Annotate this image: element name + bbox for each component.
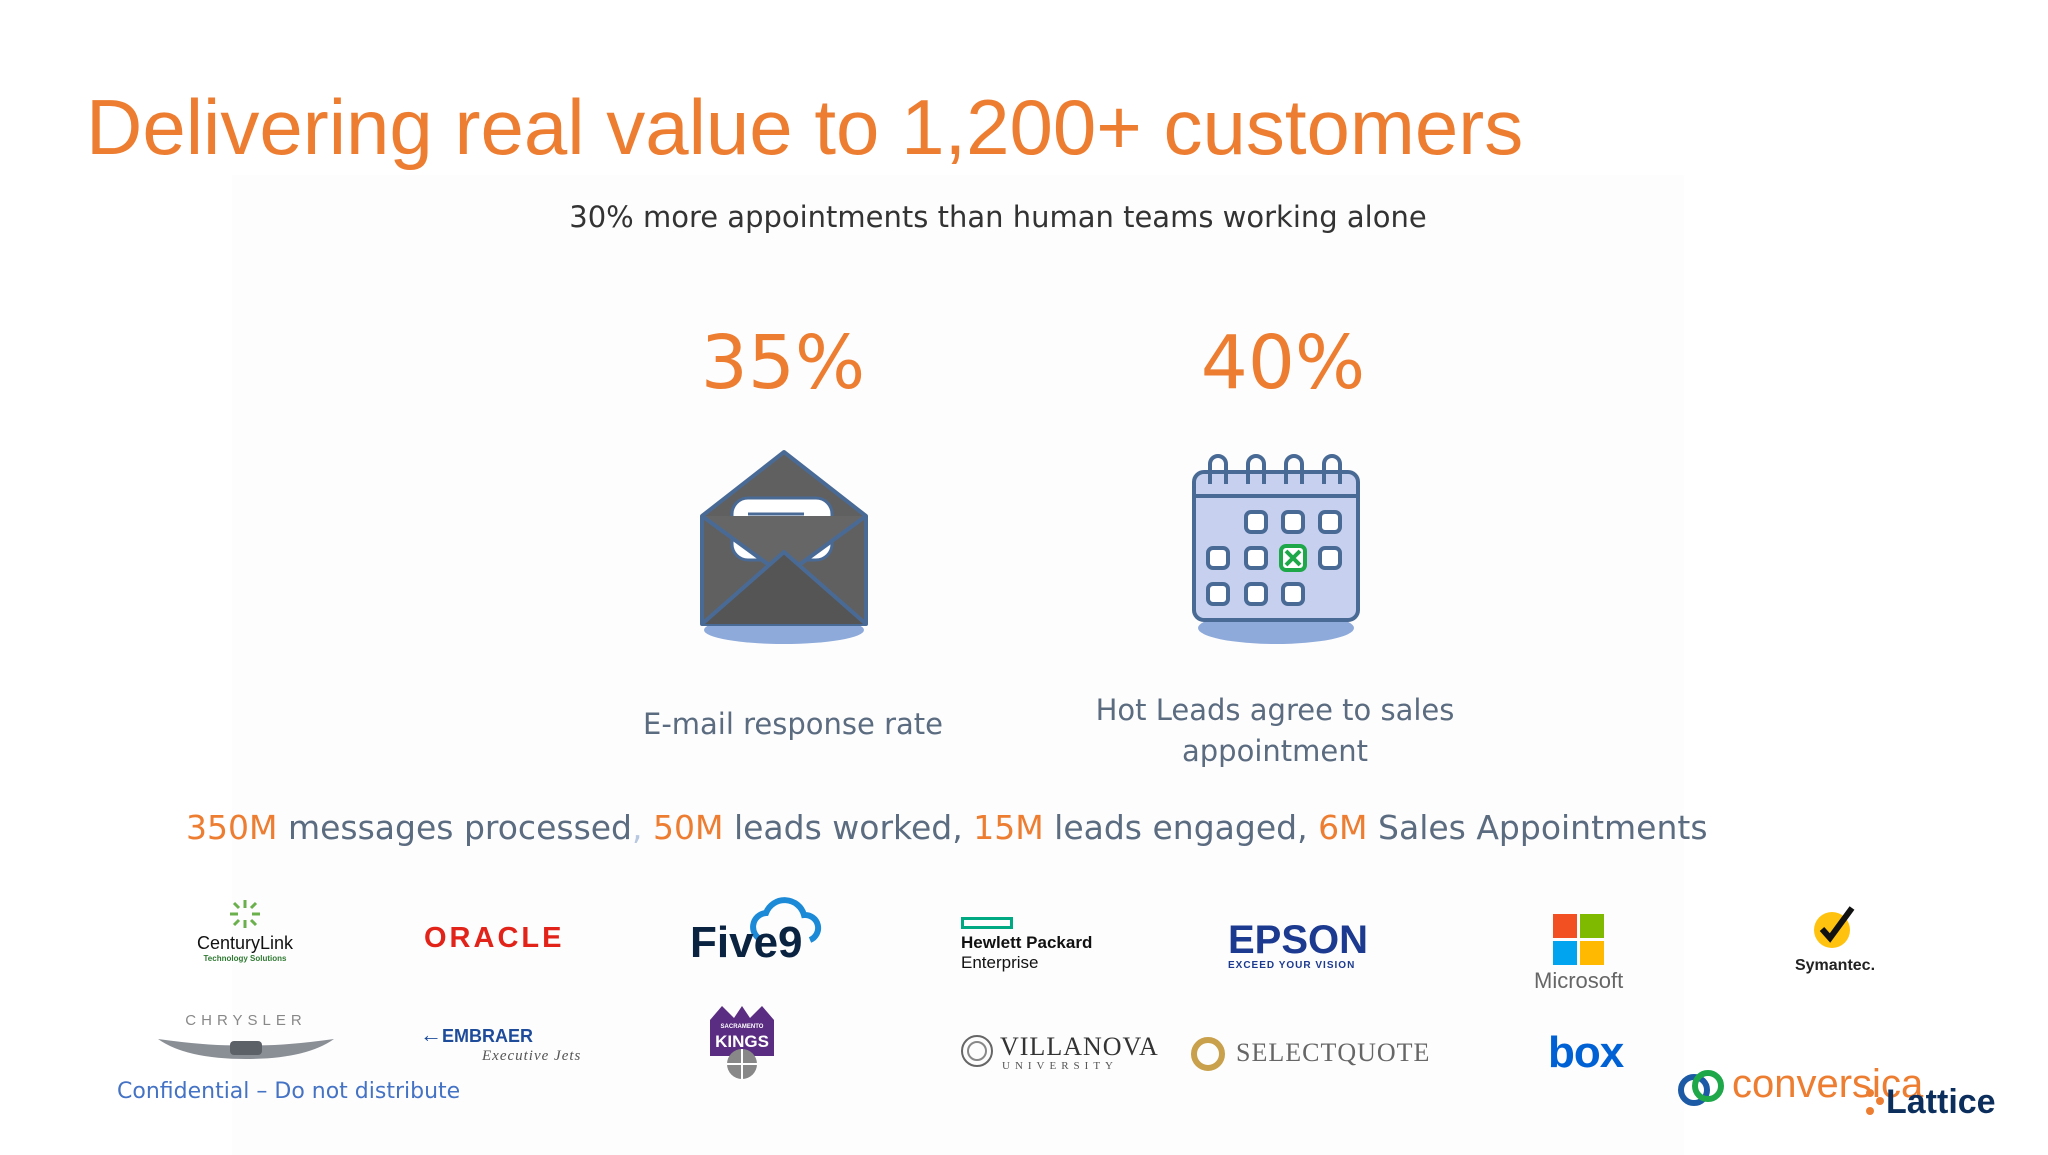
chrysler-wings-icon — [158, 1039, 334, 1059]
symantec-check-icon — [1814, 906, 1855, 948]
logo-box: box — [1548, 1028, 1624, 1077]
kings-crown-icon — [710, 1006, 774, 1079]
logo-chrysler: CHRYSLER — [156, 1012, 336, 1068]
stat-appointment-label: Hot Leads agree to sales appointment — [1095, 693, 1455, 768]
logo-microsoft: Microsoft — [1534, 914, 1623, 994]
conversica-links-icon — [1678, 1070, 1724, 1106]
slide-title: Delivering real value to 1,200+ customer… — [86, 83, 1524, 171]
villanova-seal-icon — [961, 1035, 993, 1067]
logo-centurylink: CenturyLink Technology Solutions — [183, 898, 307, 963]
stat-appointment-value: 40% — [1200, 320, 1366, 406]
logo-sacramento-kings: SACRAMENTO KINGS — [706, 1004, 778, 1080]
embraer-wordmark: ←EMBRAER — [420, 1022, 534, 1047]
centurylink-burst-icon — [230, 900, 260, 928]
logo-embraer: ←EMBRAER Executive Jets — [420, 1022, 582, 1064]
confidential-notice: Confidential – Do not distribute — [117, 1079, 461, 1104]
logo-five9: Five9 — [690, 896, 840, 967]
logo-hpe: Hewlett Packard Enterprise — [961, 917, 1092, 973]
microsoft-windows-icon — [1553, 914, 1605, 965]
embraer-arrow-icon: ← — [420, 1022, 442, 1047]
stat-email-value: 35% — [700, 320, 866, 406]
slide-subtitle: 30% more appointments than human teams w… — [569, 200, 1427, 234]
stat-email-label: E-mail response rate — [643, 707, 943, 741]
logo-symantec: Symantec. — [1780, 902, 1890, 975]
five9-cloud-icon — [750, 897, 822, 943]
calendar-icon — [1192, 454, 1360, 644]
lattice-dots-icon — [1866, 1089, 1884, 1115]
summary-line: 350M messages processed, 50M leads worke… — [186, 808, 1708, 847]
hpe-element-icon — [961, 917, 1013, 929]
content-panel — [232, 175, 1684, 1155]
envelope-icon — [700, 450, 868, 644]
logo-epson: EPSON EXCEED YOUR VISION — [1228, 918, 1369, 971]
logo-oracle: ORACLE — [424, 922, 565, 954]
selectquote-ring-icon — [1191, 1037, 1225, 1071]
